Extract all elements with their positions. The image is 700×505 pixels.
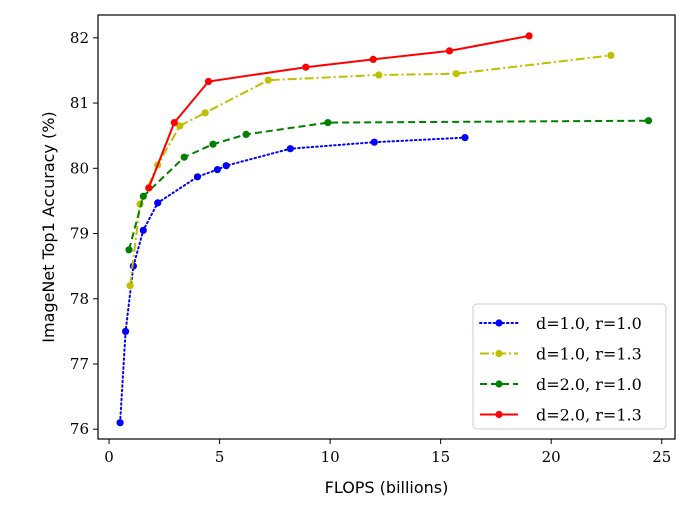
legend-marker [495, 410, 503, 419]
series-layer [116, 32, 653, 427]
legend-label: d=1.0, r=1.3 [536, 345, 642, 364]
data-point [193, 173, 202, 181]
legend-label: d=2.0, r=1.3 [536, 406, 642, 425]
x-tick-label: 10 [321, 448, 340, 466]
data-point [461, 134, 469, 142]
series-line [119, 136, 466, 424]
data-point [222, 162, 230, 170]
data-point [607, 51, 615, 60]
y-tick-label: 78 [70, 290, 89, 308]
legend-item: d=1.0, r=1.0 [479, 314, 642, 333]
legend: d=1.0, r=1.0 d=1.0, r=1.3 d=2.0, r=1.0 d=2.… [472, 303, 667, 430]
legend-marker [495, 349, 503, 358]
x-tick-label: 25 [652, 448, 671, 466]
data-point [180, 153, 188, 161]
legend-box [472, 303, 667, 430]
data-point [176, 122, 184, 130]
data-point [145, 184, 153, 192]
series-3 [125, 117, 653, 254]
data-point [264, 76, 272, 84]
data-point [452, 70, 460, 78]
data-point [445, 47, 454, 55]
data-point [122, 327, 130, 335]
legend-marker [495, 380, 503, 388]
y-tick-label: 81 [70, 94, 89, 112]
data-point [209, 140, 217, 148]
data-point [139, 226, 147, 234]
data-point [324, 119, 332, 127]
data-point [170, 119, 178, 127]
x-axis-ticks: 0 5 10 15 20 25 [104, 439, 671, 466]
data-point [116, 419, 124, 427]
data-point [242, 130, 250, 138]
data-point [201, 109, 209, 117]
data-point [644, 117, 653, 125]
legend-item: d=2.0, r=1.0 [480, 375, 642, 394]
y-tick-label: 76 [70, 420, 89, 438]
legend-item: d=2.0, r=1.3 [480, 406, 642, 425]
data-point [375, 71, 383, 79]
data-point [126, 282, 134, 290]
y-tick-label: 79 [70, 225, 89, 243]
x-tick-label: 20 [542, 448, 561, 466]
y-axis-label: ImageNet Top1 Accuracy (%) [39, 111, 58, 342]
y-tick-label: 82 [70, 29, 89, 47]
data-point [286, 145, 294, 153]
x-axis-label: FLOPS (billions) [325, 478, 449, 497]
legend-label: d=1.0, r=1.0 [536, 314, 642, 333]
data-point [302, 63, 310, 71]
data-point [525, 32, 533, 40]
y-axis-ticks: 76 77 78 79 80 81 82 [70, 29, 98, 438]
x-tick-label: 0 [104, 448, 114, 466]
legend-item: d=1.0, r=1.3 [480, 345, 642, 364]
y-tick-label: 80 [70, 159, 89, 177]
series-1 [116, 134, 469, 427]
x-tick-label: 5 [215, 448, 225, 466]
series-4 [145, 32, 533, 192]
data-point [125, 246, 133, 254]
data-point [154, 199, 162, 207]
plot-area [97, 14, 676, 440]
legend-marker [495, 319, 503, 327]
data-point [370, 138, 378, 146]
series-2 [126, 51, 615, 290]
data-point [213, 166, 221, 174]
x-tick-label: 15 [431, 448, 450, 466]
data-point [139, 192, 147, 200]
series-line [128, 119, 649, 251]
series-line [129, 54, 612, 286]
data-point [369, 55, 377, 64]
legend-label: d=2.0, r=1.0 [536, 375, 642, 394]
data-point [204, 77, 213, 86]
y-tick-label: 77 [70, 355, 89, 373]
